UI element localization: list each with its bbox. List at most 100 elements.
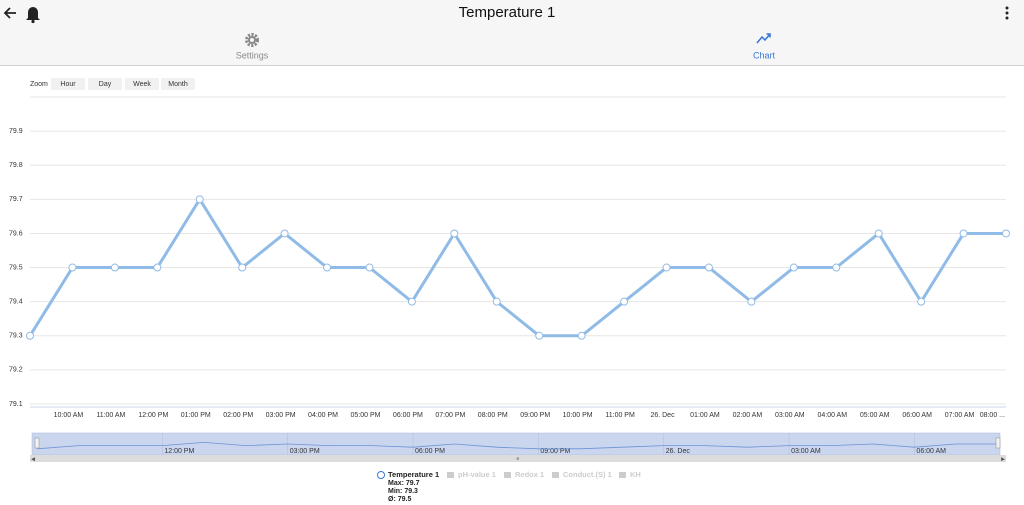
x-tick-label: 06:00 AM xyxy=(902,412,932,419)
scrollbar-track[interactable] xyxy=(30,455,1006,462)
x-tick-label: 11:00 AM xyxy=(96,412,125,419)
x-tick-label: 06:00 PM xyxy=(393,412,423,419)
bell-icon[interactable] xyxy=(26,7,40,24)
data-point xyxy=(789,263,798,272)
x-tick-label: 07:00 AM xyxy=(945,412,975,419)
tab-label: Chart xyxy=(753,50,776,60)
data-point xyxy=(407,297,416,306)
data-point xyxy=(195,195,204,204)
data-point xyxy=(535,331,544,340)
x-tick-label: 10:00 AM xyxy=(54,412,84,419)
x-tick-label: 01:00 AM xyxy=(690,412,720,419)
data-point xyxy=(68,263,77,272)
zoom-button[interactable] xyxy=(51,78,85,90)
y-tick-label: 79.4 xyxy=(9,299,23,306)
y-tick-label: 79.6 xyxy=(9,230,23,237)
x-tick-label: 12:00 PM xyxy=(138,412,168,419)
chart-tab[interactable]: Chart xyxy=(753,33,776,60)
legend-entry[interactable]: Temperature 1 xyxy=(388,470,439,479)
scrollbar-left[interactable]: ◀ xyxy=(31,456,35,462)
page-title: Temperature 1 xyxy=(459,4,556,21)
scrollbar-right[interactable]: ▶ xyxy=(1001,456,1005,462)
data-point xyxy=(110,263,119,272)
data-point xyxy=(704,263,713,272)
x-tick-label: 11:00 PM xyxy=(605,412,635,419)
data-point xyxy=(492,297,501,306)
legend-symbol-hidden xyxy=(619,472,626,478)
x-tick-label: 08:00 PM xyxy=(478,412,508,419)
x-tick-label: 01:00 PM xyxy=(181,412,211,419)
back-button[interactable] xyxy=(3,7,16,19)
x-tick-label: 10:00 PM xyxy=(563,412,593,419)
navigator-label: 03:00 AM xyxy=(791,448,821,455)
data-point xyxy=(26,331,34,340)
navigator-label: 06:00 PM xyxy=(415,448,445,455)
y-tick-label: 79.2 xyxy=(9,367,23,374)
zoom-button[interactable] xyxy=(88,78,122,90)
navigator-handle-right[interactable] xyxy=(995,437,1001,449)
navigator-label: 03:00 PM xyxy=(290,448,320,455)
zoom-button[interactable] xyxy=(161,78,195,90)
navigator-label: 06:00 AM xyxy=(916,448,946,455)
legend-entry-hidden[interactable]: Redox 1 xyxy=(515,470,544,479)
legend-stat: Min: 79.3 xyxy=(388,488,418,495)
legend-entry-hidden[interactable]: KH xyxy=(630,470,641,479)
data-point xyxy=(959,229,968,238)
legend-symbol-hidden xyxy=(552,472,559,478)
data-point xyxy=(577,331,586,340)
series-line xyxy=(28,197,1006,338)
x-tick-label: 03:00 AM xyxy=(775,412,805,419)
x-tick-label: 03:00 PM xyxy=(266,412,296,419)
legend-entry-hidden[interactable]: pH-value 1 xyxy=(458,470,496,479)
app-bar xyxy=(0,0,1024,66)
scrollbar-grip[interactable]: ≡ xyxy=(517,456,520,462)
data-point xyxy=(874,229,883,238)
y-tick-label: 79.8 xyxy=(9,162,23,169)
data-point xyxy=(1002,229,1010,238)
legend-stat: Ø: 79.5 xyxy=(388,496,411,503)
legend-entry-hidden[interactable]: Conduct.(S) 1 xyxy=(563,470,612,479)
navigator-line xyxy=(36,441,998,450)
x-tick-label: 02:00 AM xyxy=(733,412,763,419)
y-tick-label: 79.3 xyxy=(9,333,23,340)
legend-symbol-hidden xyxy=(447,472,454,478)
navigator-label: 09:00 PM xyxy=(540,448,570,455)
x-tick-label: 26. Dec xyxy=(650,412,675,419)
data-point xyxy=(280,229,289,238)
zoom-button-label: Day xyxy=(99,81,112,88)
navigator-label: 12:00 PM xyxy=(164,448,194,455)
x-tick-label: 07:00 PM xyxy=(435,412,465,419)
x-tick-label: 04:00 PM xyxy=(308,412,338,419)
data-point xyxy=(365,263,374,272)
data-point xyxy=(662,263,671,272)
data-point xyxy=(153,263,162,272)
x-tick-label: 04:00 AM xyxy=(817,412,847,419)
data-point xyxy=(323,263,332,272)
legend-stat: Max: 79.7 xyxy=(388,480,420,487)
zoom-button-label: Week xyxy=(133,81,151,88)
y-tick-label: 79.5 xyxy=(9,264,23,271)
overflow-menu[interactable] xyxy=(1005,6,1009,20)
data-point xyxy=(450,229,459,238)
legend-symbol-hidden xyxy=(504,472,511,478)
legend-symbol xyxy=(377,471,385,479)
zoom-button[interactable] xyxy=(125,78,159,90)
x-tick-label: 08:00 ... xyxy=(980,412,1005,419)
y-tick-label: 79.9 xyxy=(9,128,23,135)
settings-tab[interactable]: Settings xyxy=(236,33,269,61)
x-tick-label: 05:00 PM xyxy=(350,412,380,419)
navigator-label: 26. Dec xyxy=(666,448,691,455)
x-tick-label: 02:00 PM xyxy=(223,412,253,419)
zoom-label: Zoom xyxy=(30,81,48,88)
data-point xyxy=(747,297,756,306)
data-point xyxy=(620,297,629,306)
x-tick-label: 09:00 PM xyxy=(520,412,550,419)
data-point xyxy=(917,297,926,306)
zoom-button-label: Month xyxy=(168,81,188,88)
y-tick-label: 79.7 xyxy=(9,196,23,203)
tab-label: Settings xyxy=(236,50,269,60)
zoom-button-label: Hour xyxy=(60,81,76,88)
navigator-handle-left[interactable] xyxy=(34,437,40,449)
data-point xyxy=(238,263,247,272)
